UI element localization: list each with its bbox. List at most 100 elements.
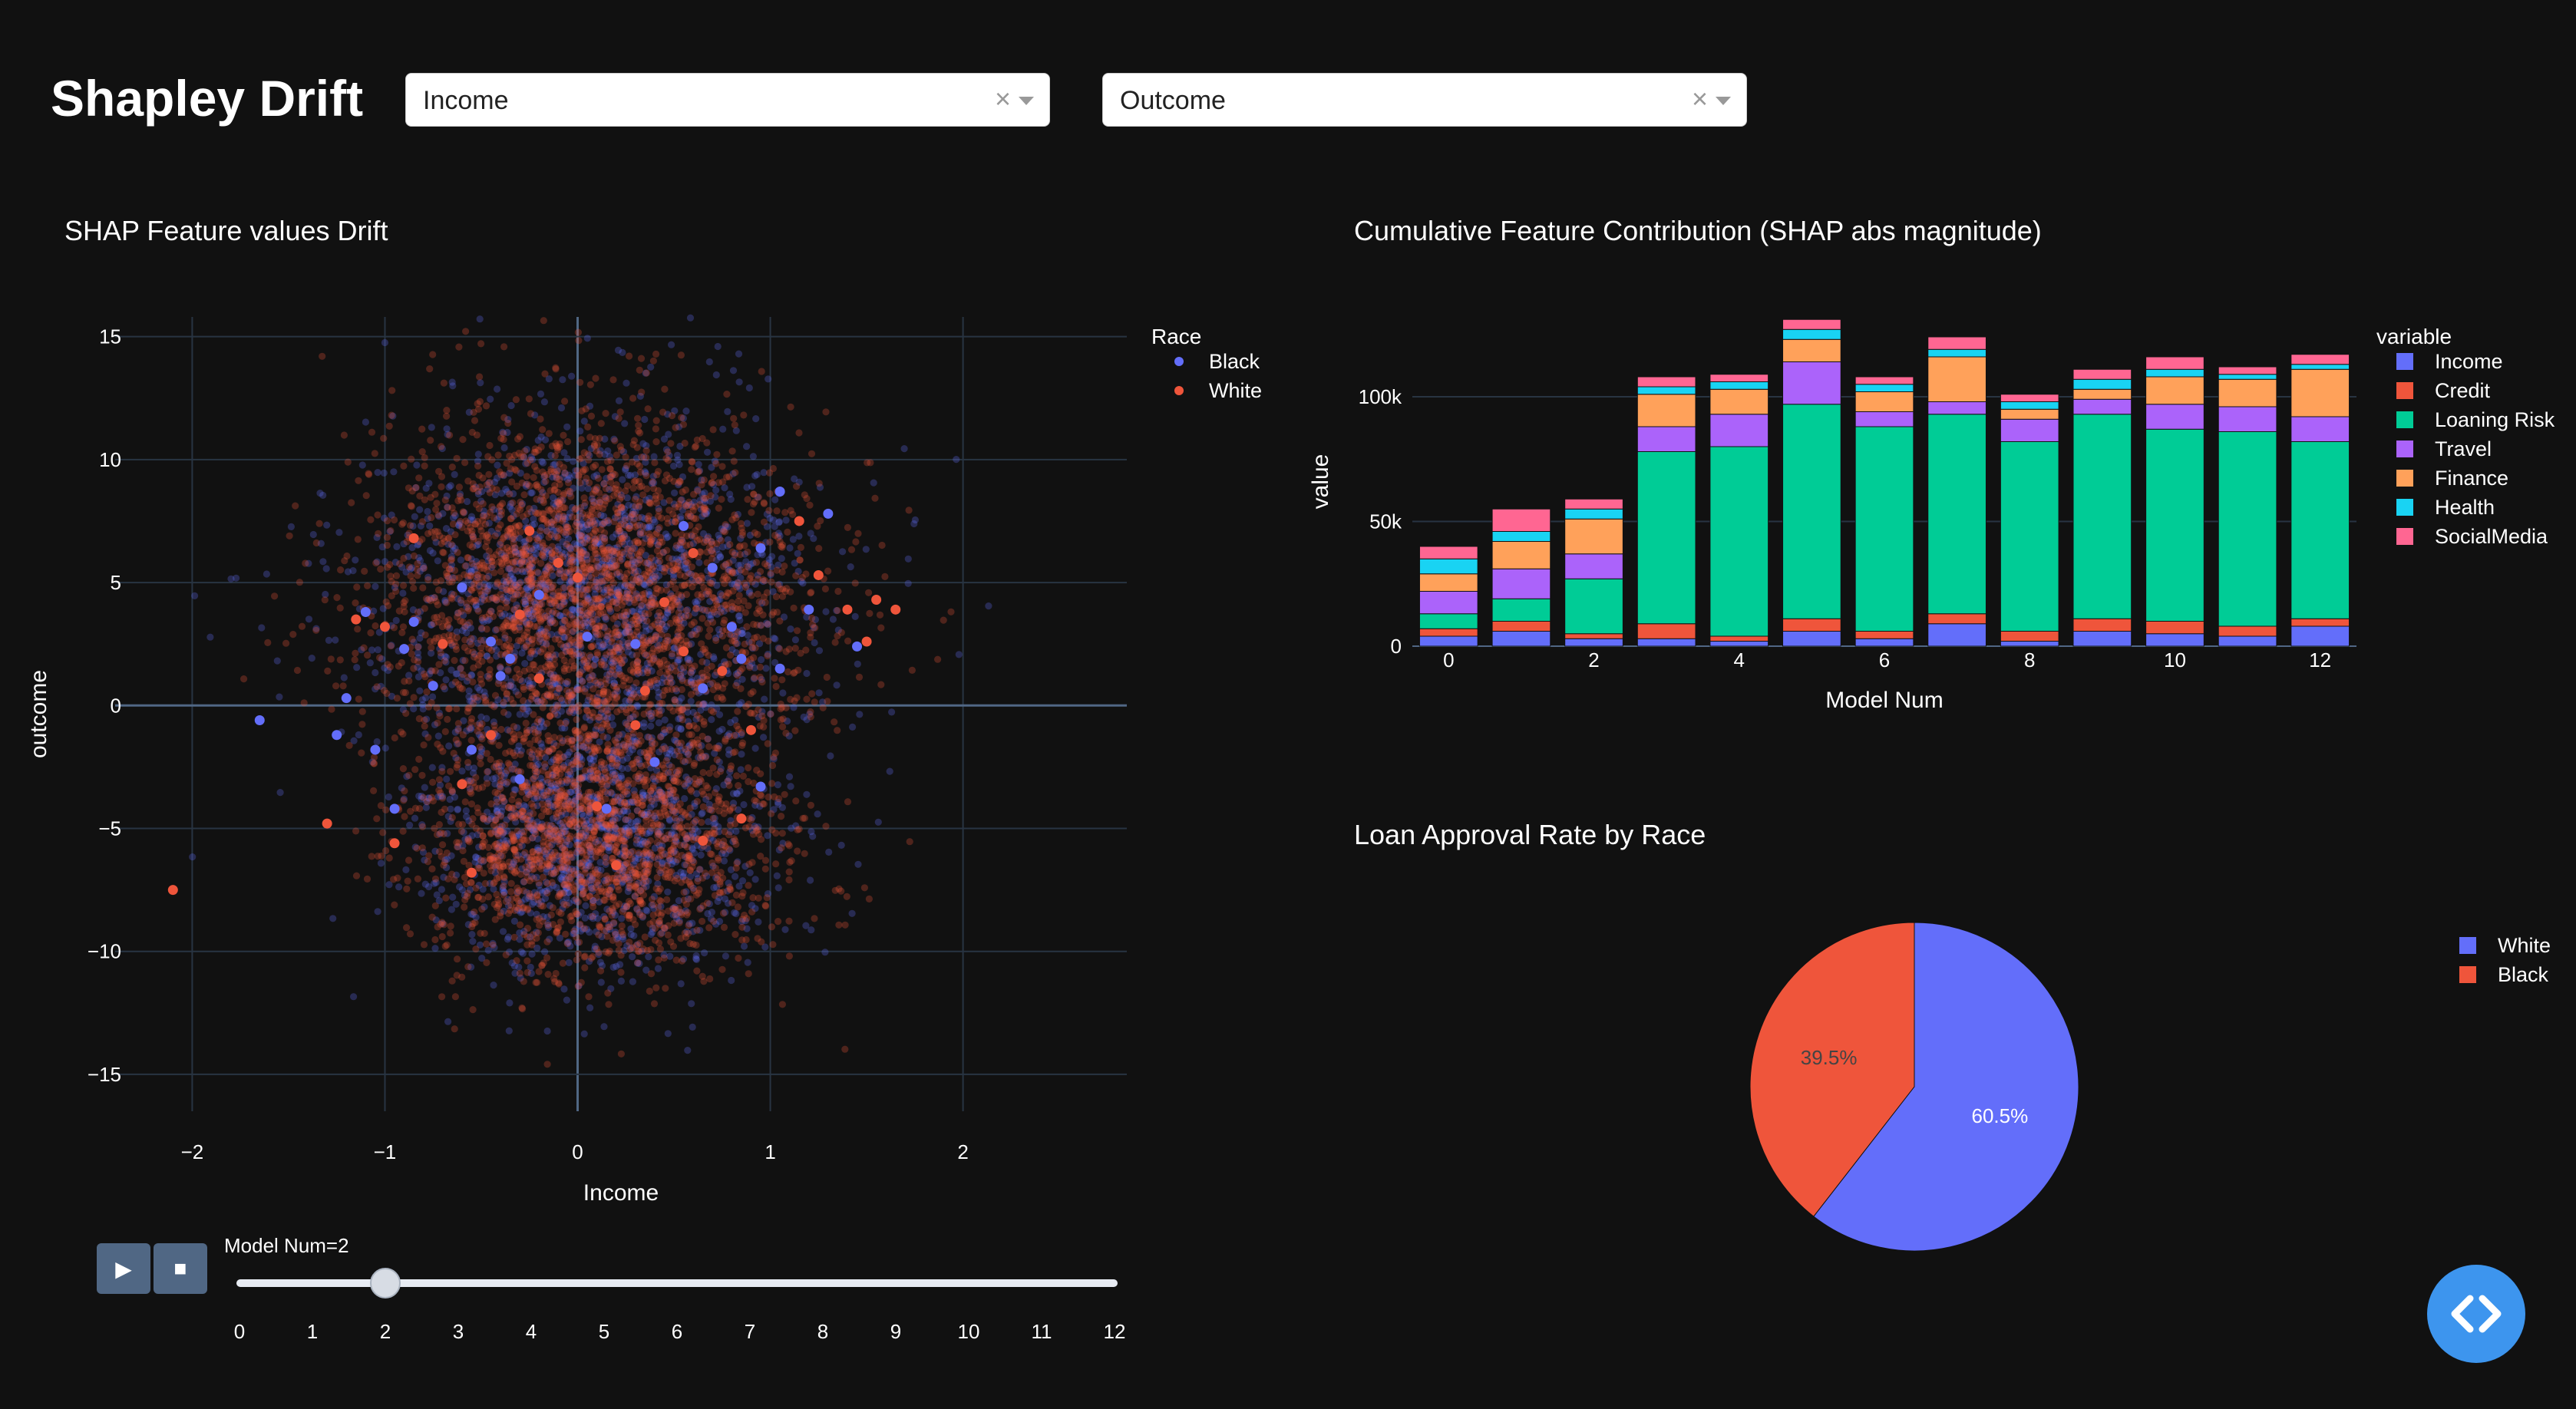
cloud-point: [474, 831, 481, 839]
cloud-point: [425, 480, 433, 487]
cloud-point: [815, 647, 824, 655]
cloud-point: [635, 617, 642, 625]
cloud-point: [847, 563, 854, 571]
cloud-point: [623, 588, 632, 596]
cloud-point: [586, 479, 593, 487]
cloud-point: [500, 472, 507, 480]
cloud-point: [698, 640, 705, 648]
cloud-point: [264, 639, 272, 647]
cloud-point: [497, 811, 505, 819]
cloud-point: [406, 821, 414, 829]
cloud-point: [400, 688, 408, 696]
cloud-point: [629, 691, 638, 698]
cloud-point: [604, 843, 613, 851]
cloud-point: [706, 626, 714, 634]
cloud-point: [512, 581, 520, 589]
cloud-point: [732, 731, 740, 739]
cloud-point: [671, 736, 679, 744]
cloud-point: [650, 905, 658, 912]
cloud-point: [309, 530, 317, 539]
cloud-point: [293, 666, 302, 675]
chevron-down-icon[interactable]: [1019, 97, 1034, 105]
cloud-point: [638, 615, 646, 622]
cloud-point: [844, 798, 852, 806]
cloud-point: [653, 529, 661, 536]
cloud-point: [474, 450, 482, 458]
cloud-point: [604, 764, 612, 771]
cloud-point: [364, 582, 372, 589]
cloud-point: [625, 725, 632, 733]
cloud-point: [521, 600, 530, 608]
cloud-point: [454, 805, 462, 813]
cloud-point: [596, 638, 603, 646]
cloud-point: [497, 725, 505, 734]
cloud-point: [716, 631, 724, 639]
cloud-point: [609, 376, 617, 384]
cloud-point: [434, 586, 443, 594]
clear-icon[interactable]: ×: [994, 83, 1011, 114]
cloud-point: [692, 955, 700, 962]
cloud-point: [665, 554, 673, 562]
cloud-point: [768, 780, 776, 787]
cloud-point: [797, 543, 804, 552]
cloud-point: [668, 412, 676, 420]
cloud-point: [487, 527, 495, 535]
cloud-point: [701, 606, 708, 614]
cloud-point: [513, 856, 520, 863]
cloud-point: [704, 448, 712, 456]
cloud-point: [573, 684, 581, 691]
cloud-point: [613, 570, 621, 578]
cloud-point: [373, 683, 381, 691]
y-feature-dropdown[interactable]: Outcome ×: [1102, 73, 1747, 127]
cloud-point: [438, 764, 446, 771]
cloud-point: [671, 847, 679, 855]
cloud-point: [715, 596, 722, 604]
cloud-point: [418, 425, 426, 433]
cloud-point: [656, 557, 664, 565]
cloud-point: [560, 513, 567, 521]
cloud-point: [487, 608, 495, 615]
x-feature-dropdown[interactable]: Income ×: [405, 73, 1050, 127]
cloud-point: [549, 771, 556, 779]
cloud-point: [623, 790, 631, 798]
cloud-point: [660, 951, 668, 959]
cloud-point: [448, 378, 456, 386]
cloud-point: [459, 656, 467, 665]
cloud-point: [691, 684, 698, 691]
cloud-point: [329, 915, 337, 922]
cloud-point: [712, 460, 720, 467]
x-feature-value: Income: [423, 86, 509, 115]
cloud-point: [655, 619, 662, 627]
cloud-point: [634, 670, 642, 678]
cloud-point: [533, 535, 540, 543]
cloud-point: [402, 568, 410, 576]
cloud-point: [620, 741, 628, 749]
scatter-chart[interactable]: SHAP Feature values Drift −2 −1 0 1 2151050−…: [0, 192, 1290, 1220]
cloud-point: [474, 893, 483, 901]
cloud-point: [677, 725, 685, 734]
cloud-point: [616, 527, 624, 535]
cloud-point: [955, 651, 963, 658]
cloud-point: [787, 783, 794, 790]
cloud-point: [420, 941, 428, 949]
cloud-point: [735, 782, 742, 790]
cloud-point: [370, 787, 378, 794]
cloud-point: [722, 909, 729, 916]
cloud-point: [733, 772, 741, 780]
cloud-point: [383, 533, 391, 541]
cloud-point: [337, 566, 345, 574]
cloud-point: [803, 790, 811, 798]
cloud-point: [600, 1023, 608, 1031]
cloud-point: [683, 928, 691, 935]
cloud-point: [772, 682, 780, 691]
cloud-point: [675, 460, 683, 469]
cloud-point: [444, 1018, 452, 1025]
cloud-point: [664, 931, 672, 939]
cloud-point: [392, 616, 400, 625]
cloud-point: [801, 491, 808, 499]
cloud-point: [764, 832, 771, 840]
clear-icon[interactable]: ×: [1691, 83, 1708, 114]
cloud-point: [405, 563, 413, 571]
chevron-down-icon[interactable]: [1716, 97, 1731, 105]
cloud-point: [412, 483, 420, 492]
